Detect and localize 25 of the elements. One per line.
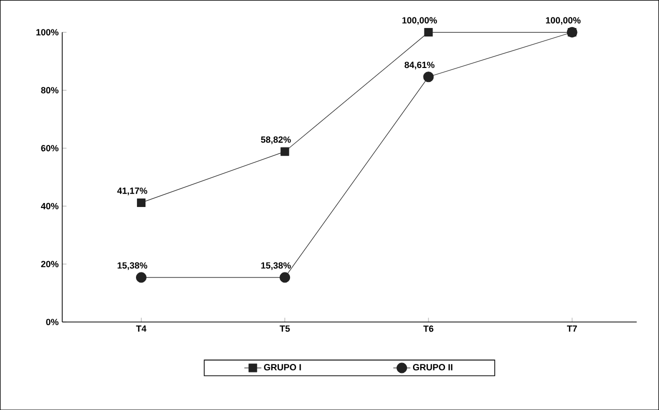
y-tick-label: 100% <box>36 28 58 36</box>
data-label: 41,17% <box>117 187 148 196</box>
data-label: 15,38% <box>261 262 291 270</box>
point <box>136 198 146 207</box>
y-tick-label: 80% <box>41 86 58 94</box>
point <box>423 71 434 82</box>
point <box>280 147 290 156</box>
legend-label: GRUPO II <box>412 364 452 370</box>
point <box>280 272 290 283</box>
point <box>424 28 433 36</box>
y-tick-label: 60% <box>41 144 58 152</box>
data-label: 58,82% <box>260 136 291 144</box>
legend-label: GRUPO I <box>264 364 301 370</box>
data-label: 100,00% <box>546 17 581 25</box>
y-tick-label: 0% <box>46 318 58 326</box>
x-tick-label: T6 <box>423 325 434 332</box>
point <box>136 272 147 283</box>
x-tick-label: T7 <box>566 325 577 332</box>
data-label: 84,61% <box>404 62 434 70</box>
x-tick-label: T5 <box>280 325 290 332</box>
data-label: 15,38% <box>118 262 148 270</box>
y-tick-label: 40% <box>40 202 58 210</box>
x-tick-label: T4 <box>136 325 146 332</box>
y-tick-label: 20% <box>41 260 58 268</box>
data-label: 100,00% <box>402 17 437 25</box>
